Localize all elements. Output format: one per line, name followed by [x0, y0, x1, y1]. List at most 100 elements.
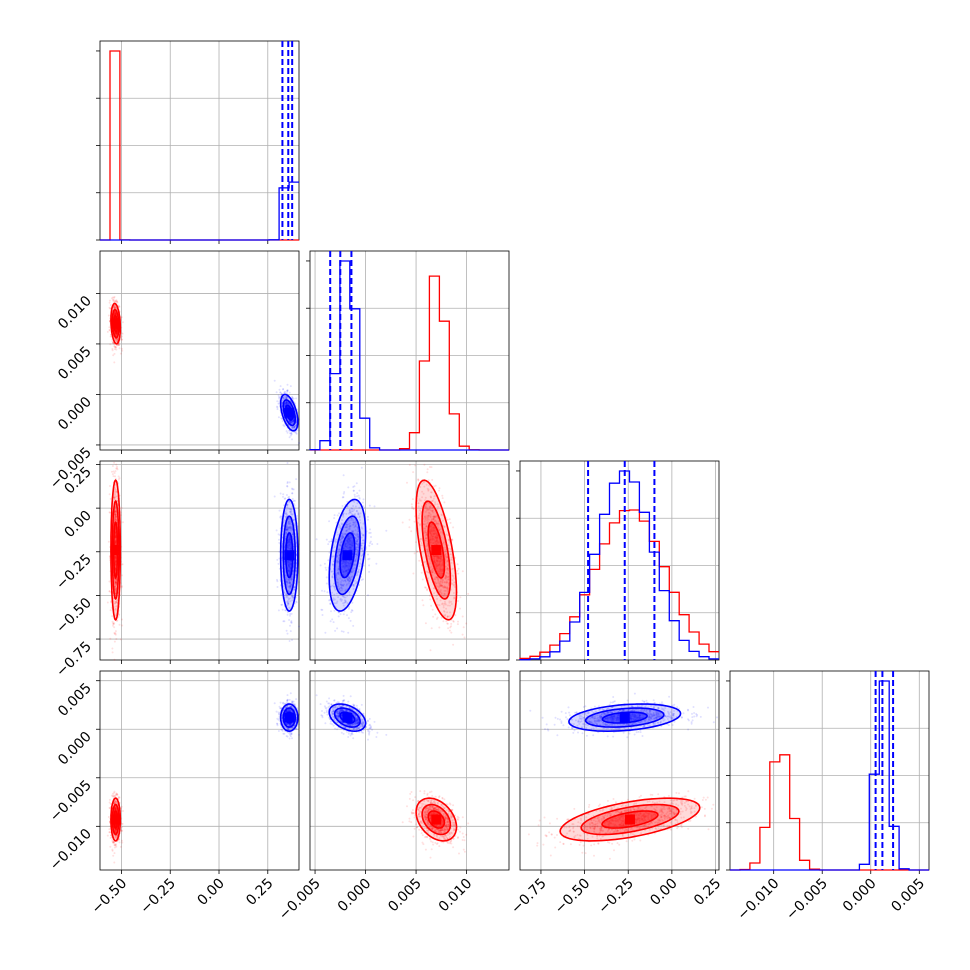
sample-point: [121, 585, 124, 588]
sample-point: [436, 842, 439, 845]
sample-point: [108, 493, 111, 496]
sample-point: [118, 347, 121, 350]
sample-point: [110, 297, 113, 300]
sample-point: [457, 567, 460, 570]
sample-point: [593, 854, 595, 857]
sample-point: [411, 507, 414, 510]
sample-point: [418, 559, 421, 562]
contour-group: [110, 479, 122, 621]
sample-point: [115, 333, 118, 336]
sample-point: [113, 296, 116, 299]
sample-point: [457, 572, 460, 575]
sample-point: [536, 842, 539, 845]
sample-point: [438, 487, 441, 490]
sample-point: [107, 816, 110, 818]
sample-point: [116, 300, 119, 303]
contour-group: [415, 479, 458, 621]
sample-point: [527, 833, 530, 836]
sample-point: [587, 806, 590, 808]
sample-point: [114, 339, 117, 342]
sample-point: [426, 588, 429, 591]
sample-point: [426, 794, 429, 796]
sample-point: [432, 615, 435, 618]
sample-point: [449, 841, 452, 843]
sample-point: [108, 580, 111, 583]
panel-frame: [519, 460, 720, 661]
sample-point: [430, 466, 433, 469]
sample-point: [114, 346, 117, 349]
sample-point: [108, 831, 111, 834]
panel-3-1: [309, 670, 510, 874]
sample-point: [108, 590, 111, 593]
sample-point: [548, 822, 551, 825]
sample-point: [108, 329, 111, 331]
sample-point: [108, 511, 111, 514]
sample-point: [109, 335, 112, 338]
sample-point: [461, 633, 464, 636]
sample-point: [115, 348, 118, 351]
sample-point: [430, 840, 433, 843]
sample-point: [424, 836, 426, 839]
sample-point: [456, 815, 459, 818]
sample-point: [430, 627, 433, 630]
sample-point: [412, 572, 415, 575]
sample-point: [408, 817, 411, 820]
sample-point: [108, 485, 111, 487]
sample-point: [649, 793, 652, 796]
sample-point: [406, 481, 408, 484]
grid-1-1: [310, 251, 509, 450]
grid-3-2: [520, 671, 719, 870]
sample-point: [122, 810, 124, 812]
sample-point: [447, 627, 450, 630]
sample-point: [456, 600, 459, 602]
sample-point: [116, 301, 119, 304]
sample-point: [461, 832, 464, 835]
sample-point: [113, 304, 116, 307]
sample-point: [113, 313, 116, 316]
sample-point: [410, 811, 413, 814]
sample-point: [115, 332, 118, 335]
sample-point: [115, 332, 118, 335]
sample-point: [114, 313, 116, 316]
sample-point: [114, 304, 117, 307]
sample-point: [413, 827, 416, 830]
sample-point: [459, 607, 461, 610]
sample-point: [108, 306, 111, 309]
sample-point: [107, 540, 110, 543]
sample-point: [626, 798, 629, 801]
sample-point: [113, 640, 116, 643]
sample-point: [113, 311, 116, 314]
sample-point: [463, 839, 466, 842]
sample-point: [112, 854, 115, 857]
sample-point: [121, 338, 124, 341]
sample-point: [433, 485, 435, 488]
grid-2-0: [100, 461, 299, 660]
sample-point: [401, 821, 404, 824]
sample-point: [113, 352, 116, 355]
sample-point: [420, 832, 423, 835]
sample-point: [416, 826, 418, 829]
sample-point: [432, 843, 435, 846]
sample-point: [465, 622, 468, 625]
sample-point: [111, 465, 114, 467]
sample-point: [413, 552, 416, 555]
sample-point: [119, 845, 122, 848]
sample-point: [465, 833, 468, 836]
sample-point: [109, 637, 112, 640]
sample-point: [115, 638, 118, 640]
sample-point: [114, 312, 117, 315]
sample-point: [114, 313, 116, 316]
sample-point: [414, 796, 417, 799]
sample-point: [459, 830, 461, 833]
sample-point: [115, 333, 118, 336]
sample-point: [640, 794, 642, 797]
sample-point: [448, 802, 451, 805]
panel-frame: [99, 670, 300, 871]
sample-point: [426, 471, 429, 474]
sample-point: [424, 586, 426, 589]
sample-point: [431, 608, 434, 611]
grid-3-3: [730, 671, 929, 870]
sample-point: [114, 311, 117, 314]
sample-point: [114, 305, 116, 308]
